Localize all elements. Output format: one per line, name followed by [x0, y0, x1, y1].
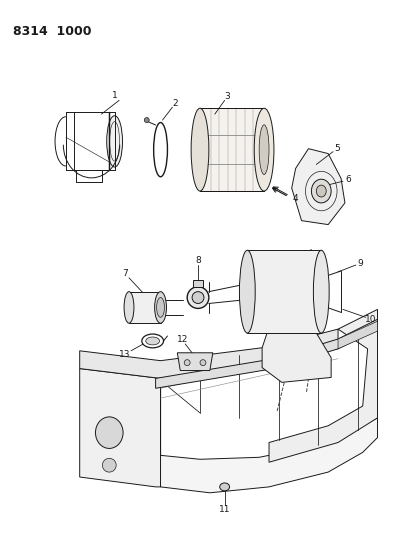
Ellipse shape	[155, 292, 166, 323]
Ellipse shape	[316, 185, 326, 197]
Polygon shape	[338, 321, 377, 349]
Text: 10: 10	[365, 315, 376, 324]
Polygon shape	[177, 353, 213, 370]
Polygon shape	[262, 333, 331, 382]
Text: 1: 1	[112, 91, 118, 100]
Ellipse shape	[191, 108, 209, 191]
Ellipse shape	[156, 297, 164, 317]
Ellipse shape	[107, 116, 122, 167]
Text: 8: 8	[195, 256, 201, 264]
Ellipse shape	[144, 118, 149, 123]
Ellipse shape	[220, 483, 229, 491]
Polygon shape	[292, 149, 345, 224]
Ellipse shape	[142, 334, 164, 348]
Ellipse shape	[254, 108, 274, 191]
Ellipse shape	[239, 250, 255, 333]
Polygon shape	[200, 108, 264, 191]
Text: 3: 3	[225, 92, 231, 101]
Polygon shape	[269, 309, 377, 462]
Polygon shape	[156, 319, 377, 388]
Text: 2: 2	[172, 99, 178, 108]
Text: 11: 11	[219, 505, 230, 514]
Text: 4: 4	[293, 195, 298, 204]
Ellipse shape	[259, 125, 269, 174]
Text: 13: 13	[119, 350, 131, 359]
Text: 8314  1000: 8314 1000	[13, 26, 91, 38]
Polygon shape	[193, 280, 203, 287]
Ellipse shape	[200, 360, 206, 366]
Ellipse shape	[187, 287, 209, 309]
Ellipse shape	[312, 179, 331, 203]
Ellipse shape	[146, 337, 160, 345]
Text: 7: 7	[122, 269, 128, 278]
Text: 9: 9	[358, 259, 363, 268]
Ellipse shape	[154, 123, 168, 177]
Polygon shape	[247, 250, 321, 333]
Ellipse shape	[103, 458, 116, 472]
Polygon shape	[129, 292, 160, 323]
Polygon shape	[80, 329, 338, 378]
Polygon shape	[160, 378, 377, 493]
Ellipse shape	[192, 292, 204, 303]
Ellipse shape	[124, 292, 134, 323]
Ellipse shape	[184, 360, 190, 366]
Text: 5: 5	[334, 144, 340, 153]
Polygon shape	[80, 368, 160, 487]
Text: 12: 12	[176, 335, 188, 344]
Ellipse shape	[95, 417, 123, 448]
Ellipse shape	[313, 250, 329, 333]
Text: 6: 6	[345, 175, 351, 184]
